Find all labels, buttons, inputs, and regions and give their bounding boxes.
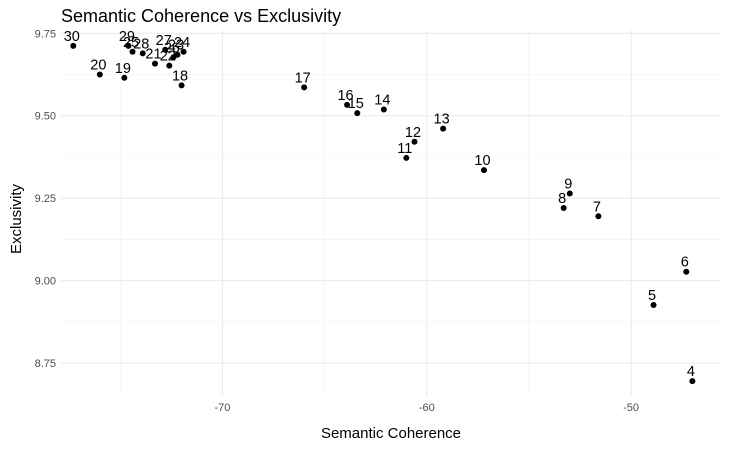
point-label-4: 4 <box>687 364 695 380</box>
point-label-29: 29 <box>119 29 135 45</box>
data-point-28 <box>139 50 146 57</box>
data-point-15 <box>354 110 361 117</box>
y-tick-label: 9.00 <box>35 276 56 288</box>
data-point-10 <box>480 167 487 174</box>
data-point-27 <box>162 46 169 53</box>
point-label-27: 27 <box>156 33 172 49</box>
data-point-7 <box>595 213 602 220</box>
point-label-8: 8 <box>558 191 566 207</box>
data-point-9 <box>566 190 573 197</box>
data-point-19 <box>121 74 128 81</box>
data-point-25 <box>129 48 136 55</box>
grid <box>61 30 721 396</box>
y-axis-title: Exclusivity <box>8 183 25 254</box>
x-axis-ticks: -70 -60 -50 <box>214 402 639 414</box>
data-point-11 <box>403 154 410 161</box>
x-tick-label: -50 <box>623 402 639 414</box>
point-label-15: 15 <box>348 96 364 112</box>
data-point-5 <box>650 301 657 308</box>
data-point-29 <box>125 42 132 49</box>
data-point-14 <box>380 106 387 113</box>
point-label-24: 24 <box>174 35 190 51</box>
y-axis-ticks: 8.75 9.00 9.25 9.50 9.75 <box>35 28 56 370</box>
point-label-12: 12 <box>405 125 421 141</box>
point-label-14: 14 <box>374 92 390 108</box>
point-label-26: 26 <box>164 40 180 56</box>
data-point-24 <box>180 48 187 55</box>
data-point-26 <box>170 54 177 61</box>
point-label-23: 23 <box>168 38 184 54</box>
y-tick-label: 9.75 <box>35 28 56 40</box>
point-label-20: 20 <box>90 58 106 74</box>
data-point-18 <box>178 82 185 89</box>
point-label-19: 19 <box>115 61 131 77</box>
point-label-5: 5 <box>648 288 656 304</box>
point-label-16: 16 <box>337 88 353 104</box>
data-point-20 <box>96 71 103 78</box>
point-label-6: 6 <box>681 255 689 271</box>
data-point-22 <box>166 62 173 69</box>
y-tick-label: 8.75 <box>35 358 56 370</box>
y-tick-label: 9.50 <box>35 111 56 123</box>
y-tick-label: 9.25 <box>35 193 56 205</box>
point-label-7: 7 <box>593 199 601 215</box>
data-point-21 <box>151 60 158 67</box>
x-axis-title: Semantic Coherence <box>321 425 461 442</box>
point-label-22: 22 <box>160 49 176 65</box>
data-point-8 <box>560 205 567 212</box>
point-label-21: 21 <box>145 47 161 63</box>
data-point-17 <box>301 84 308 91</box>
point-label-25: 25 <box>123 35 139 51</box>
data-point-13 <box>440 125 447 132</box>
data-point-6 <box>683 268 690 275</box>
point-label-13: 13 <box>434 112 450 128</box>
data-point-12 <box>411 138 418 145</box>
point-label-17: 17 <box>295 70 311 86</box>
point-label-10: 10 <box>474 153 490 169</box>
data-point-4 <box>689 378 696 385</box>
data-point-30 <box>70 42 77 49</box>
x-tick-label: -70 <box>214 402 230 414</box>
data-point-16 <box>344 101 351 108</box>
point-label-11: 11 <box>397 141 412 157</box>
data-points <box>70 42 696 385</box>
point-label-18: 18 <box>172 68 188 84</box>
point-label-28: 28 <box>133 36 149 52</box>
chart-title: Semantic Coherence vs Exclusivity <box>61 6 341 26</box>
point-label-9: 9 <box>564 177 572 193</box>
x-tick-label: -60 <box>419 402 435 414</box>
point-label-30: 30 <box>64 29 80 45</box>
